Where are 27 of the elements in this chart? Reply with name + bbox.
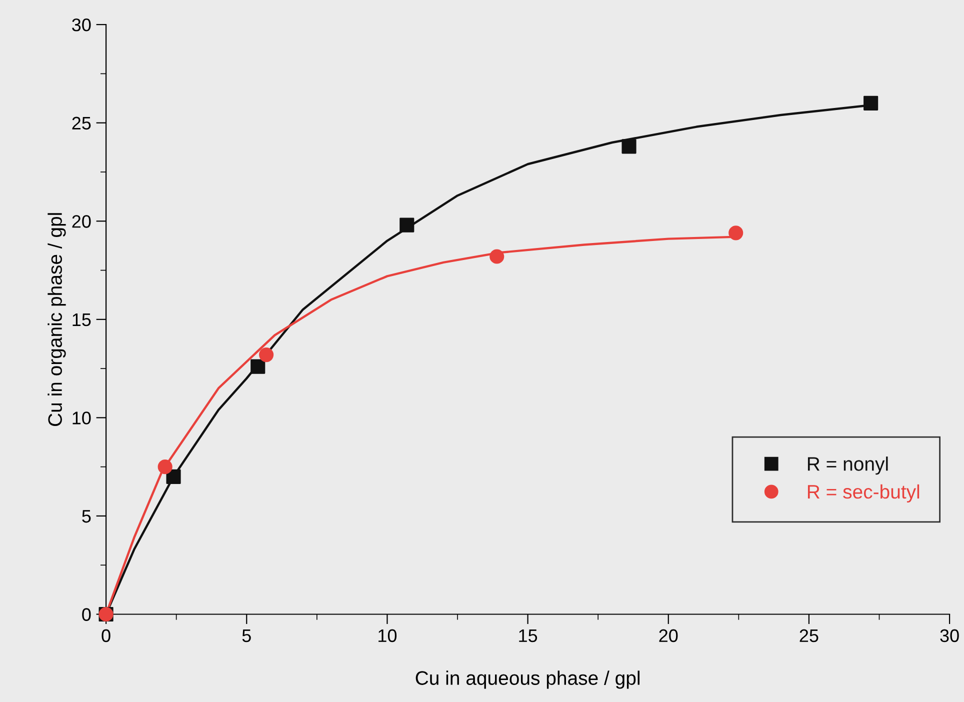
x-tick-label: 0 [102,629,110,642]
y-tick-label: 10 [72,412,91,424]
legend-label: R = nonyl [808,456,888,475]
y-tick-label: 25 [72,116,91,130]
y-tick-label: 20 [72,215,91,228]
y-tick-label: 0 [82,608,91,621]
legend-label: R = sec-butyl [808,484,920,503]
y-tick-label: 5 [82,510,91,523]
x-tick-label: 30 [940,629,959,642]
point [259,348,274,362]
x-tick-label: 20 [659,629,678,642]
y-tick-label: 30 [72,18,91,32]
x-tick-label: 15 [519,629,538,642]
point [622,139,636,154]
point [490,249,504,264]
point [728,226,744,240]
point [400,218,414,232]
x-tick-label: 5 [242,629,251,642]
y-tick-label: 15 [72,314,91,326]
point [250,359,266,374]
x-tick-label: 10 [378,629,397,642]
point [864,96,878,110]
x-tick-label: 25 [800,629,818,642]
y-axis-title: Cu in organic phase / gpl [48,213,66,426]
x-axis-title: Cu in aqueous phase / gpl [416,670,640,689]
point [158,460,172,474]
point [166,469,181,484]
